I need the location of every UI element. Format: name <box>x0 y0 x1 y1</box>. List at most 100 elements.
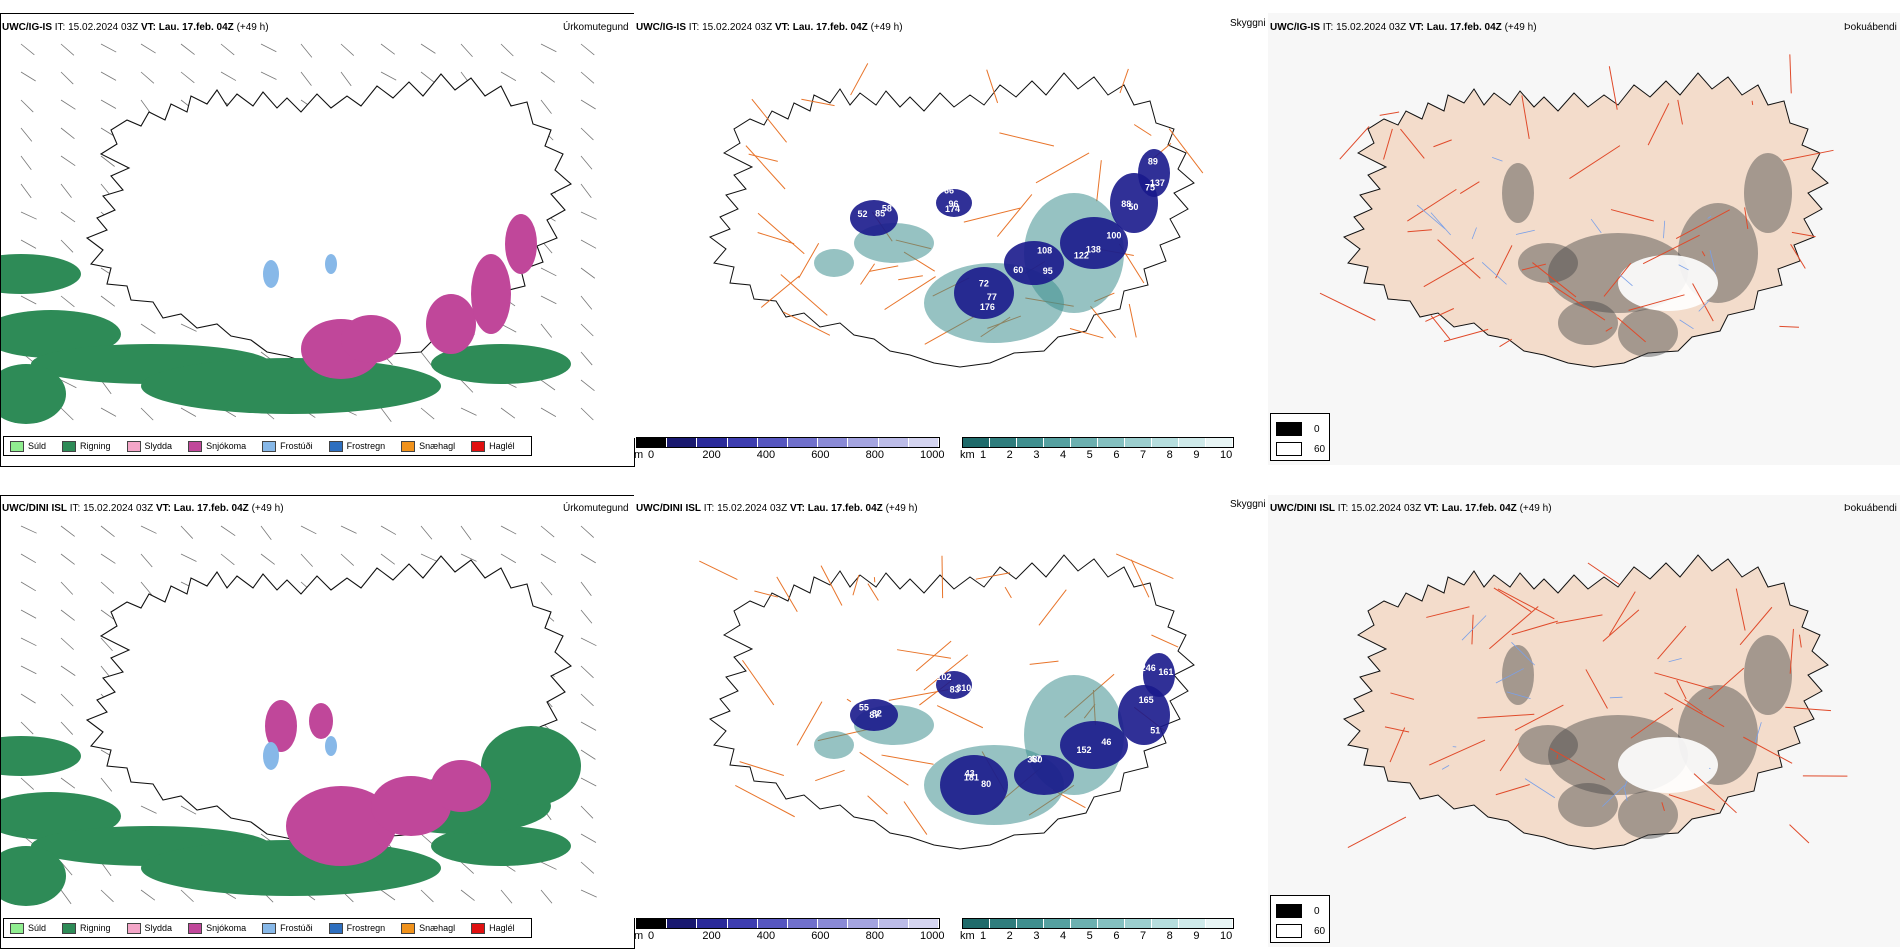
colorbar-segment <box>1044 919 1071 928</box>
precip-type-legend-bottom: Súld Rigning Slydda Snjókoma Frostúði Frostre… <box>3 918 532 938</box>
road <box>1096 160 1102 202</box>
panel-header-precip-bottom: UWC/DINI ISL IT: 15.02.2024 03Z VT: Lau.… <box>2 503 284 514</box>
fog-panel-bottom: 0 60 <box>1268 495 1900 947</box>
wind-barb <box>380 43 396 55</box>
wind-barb <box>20 721 34 735</box>
river <box>1602 784 1625 807</box>
road <box>1608 66 1618 110</box>
road <box>1400 128 1425 159</box>
road <box>1319 292 1376 321</box>
colorbar-segment <box>818 438 849 447</box>
road <box>780 274 828 316</box>
rain-area <box>1 846 66 906</box>
fog-legend-top: 0 60 <box>1270 413 1330 461</box>
wind-barb <box>380 553 396 565</box>
road <box>975 572 1011 580</box>
wind-barb <box>460 379 474 393</box>
wind-barb <box>100 609 116 621</box>
ceiling-value-label: 55 <box>859 703 869 713</box>
legend-swatch <box>126 922 141 934</box>
colorbar-segment <box>727 438 758 447</box>
road <box>1499 742 1520 772</box>
road <box>1151 634 1179 648</box>
wind-barb <box>300 525 317 535</box>
colorbar-tick-label: 7 <box>1140 449 1147 461</box>
wind-barb <box>580 155 593 170</box>
legend-swatch <box>471 922 486 934</box>
road <box>1133 124 1152 136</box>
fog-shading <box>1558 783 1618 827</box>
low-ceiling-area <box>1014 755 1074 795</box>
colorbar-unit: km <box>960 449 975 461</box>
legend-label: Súld <box>28 441 47 451</box>
rain-area <box>1 310 121 358</box>
wind-barb <box>60 525 75 537</box>
road <box>1587 562 1620 585</box>
road-network <box>1347 562 1848 848</box>
road <box>859 751 909 786</box>
wind-barb <box>260 553 275 565</box>
colorbar-segment <box>1179 919 1206 928</box>
road <box>1130 559 1150 598</box>
wind-barb <box>460 553 477 562</box>
fog-shading <box>1744 153 1792 233</box>
legend-label: Haglél <box>489 923 515 933</box>
road <box>1119 68 1129 94</box>
precip-type-map-bottom <box>1 525 597 906</box>
legend-swatch <box>262 440 277 452</box>
fog-legend-item: 60 <box>1276 924 1325 938</box>
road <box>1603 262 1632 297</box>
road <box>739 761 785 776</box>
colorbar-segment <box>637 438 668 447</box>
ceiling-value-label: 77 <box>987 292 997 302</box>
colorbar-strip <box>636 437 940 448</box>
freezing-drizzle-area <box>325 254 337 274</box>
river <box>1515 229 1535 235</box>
colorbar-unit: m <box>634 449 644 461</box>
river <box>1623 787 1628 801</box>
river <box>1709 250 1716 273</box>
ceiling-value-label: 80 <box>981 779 991 789</box>
low-ceiling-area <box>1060 217 1128 269</box>
ceiling-value-label: 310 <box>956 683 971 693</box>
wind-barb <box>20 777 35 790</box>
legend-item: Súld <box>10 922 46 934</box>
wind-barb <box>140 581 153 596</box>
road <box>1628 294 1685 311</box>
road <box>923 654 969 691</box>
wind-barb <box>100 861 112 877</box>
low-visibility-area <box>814 731 854 759</box>
iceland-map <box>1319 54 1834 368</box>
wind-barb <box>140 71 155 84</box>
road <box>1128 303 1137 338</box>
road <box>820 565 843 606</box>
rain-area <box>141 840 441 896</box>
road <box>852 574 860 596</box>
river <box>1679 319 1694 330</box>
fog-legend-swatch <box>1276 924 1302 938</box>
wind-barb <box>300 43 313 58</box>
road <box>1379 111 1400 116</box>
wind-barb <box>100 155 115 167</box>
road <box>867 583 879 601</box>
colorbar-segment <box>697 438 728 447</box>
wind-barb <box>340 525 357 534</box>
river <box>1506 691 1531 699</box>
legend-item: Haglél <box>471 440 515 452</box>
low-ceiling-area <box>1118 685 1170 745</box>
panel-title-fog-top: Þokuábendi <box>1844 22 1897 33</box>
fog-shading <box>1618 309 1678 357</box>
river <box>1707 215 1712 219</box>
legend-item: Frostúði <box>262 922 313 934</box>
ceiling-value-label: 122 <box>1074 250 1089 260</box>
fog-shading <box>1502 163 1534 223</box>
wind-barb <box>100 99 117 109</box>
wind-barb <box>500 407 516 419</box>
road <box>1556 754 1559 760</box>
colorbar-tick-label: 400 <box>756 449 776 461</box>
ceiling-value-label: 75 <box>1145 182 1155 192</box>
river <box>1678 264 1689 271</box>
road <box>1549 748 1606 781</box>
visibility-panel-bottom: 55 102 181 380 152 165 246 82 310 80 67 46 51 161 87 83… <box>634 495 1266 918</box>
rain-area <box>431 344 571 384</box>
